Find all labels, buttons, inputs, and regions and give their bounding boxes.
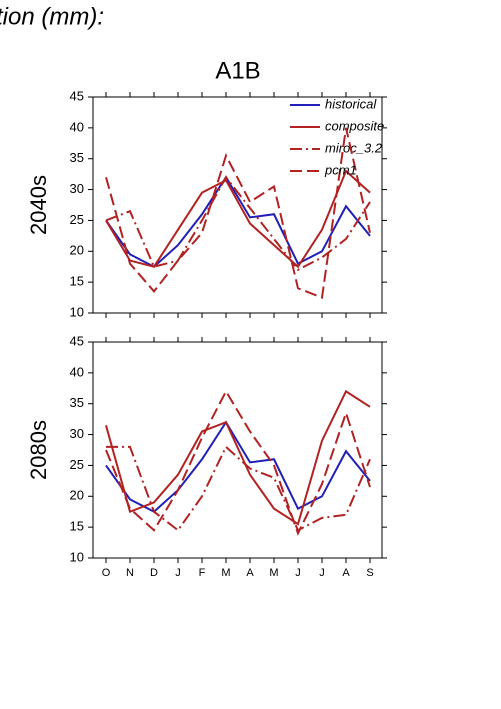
x-tick-label: J <box>319 567 325 579</box>
legend-label: miroc_3.2 <box>325 140 383 155</box>
y-tick-label: 35 <box>70 395 84 410</box>
y-tick-label: 35 <box>70 150 84 165</box>
data-line <box>105 389 371 526</box>
x-tick-label: J <box>175 567 181 579</box>
x-tick-label: A <box>342 567 350 579</box>
legend-label: pcm1 <box>324 162 357 177</box>
plot-frame <box>92 96 383 314</box>
y-tick-label: 25 <box>70 212 84 227</box>
y-tick-label: 40 <box>70 364 84 379</box>
legend-label: composite <box>325 118 384 133</box>
y-tick-label: 20 <box>70 488 84 503</box>
y-tick-label: 10 <box>70 549 84 564</box>
x-tick-label: M <box>221 567 230 579</box>
y-axis-label: 2080s <box>26 420 51 480</box>
data-line <box>105 127 371 299</box>
x-tick-label: J <box>295 567 301 579</box>
y-tick-label: 40 <box>70 119 84 134</box>
x-tick-label: S <box>366 567 373 579</box>
x-tick-label: F <box>199 567 206 579</box>
heading: tion (mm): <box>0 3 104 30</box>
y-axis-label: 2040s <box>26 175 51 235</box>
y-tick-label: 15 <box>70 519 84 534</box>
x-tick-label: M <box>269 567 278 579</box>
legend-label: historical <box>325 96 377 111</box>
x-tick-label: D <box>150 567 158 579</box>
x-tick-label: N <box>126 567 134 579</box>
y-tick-label: 10 <box>70 304 84 319</box>
y-tick-label: 30 <box>70 181 84 196</box>
chart-title: A1B <box>215 57 260 84</box>
y-tick-label: 25 <box>70 457 84 472</box>
y-tick-label: 45 <box>70 88 84 103</box>
data-line <box>105 175 371 272</box>
y-tick-label: 45 <box>70 333 84 348</box>
data-line <box>105 169 371 269</box>
y-tick-label: 20 <box>70 243 84 258</box>
data-line <box>105 175 371 268</box>
x-tick-label: O <box>102 567 111 579</box>
y-tick-label: 15 <box>70 274 84 289</box>
data-line <box>106 445 371 532</box>
plot-frame <box>92 341 383 559</box>
data-line <box>105 420 371 513</box>
data-line <box>105 389 371 536</box>
y-tick-label: 30 <box>70 426 84 441</box>
x-tick-label: A <box>246 567 254 579</box>
